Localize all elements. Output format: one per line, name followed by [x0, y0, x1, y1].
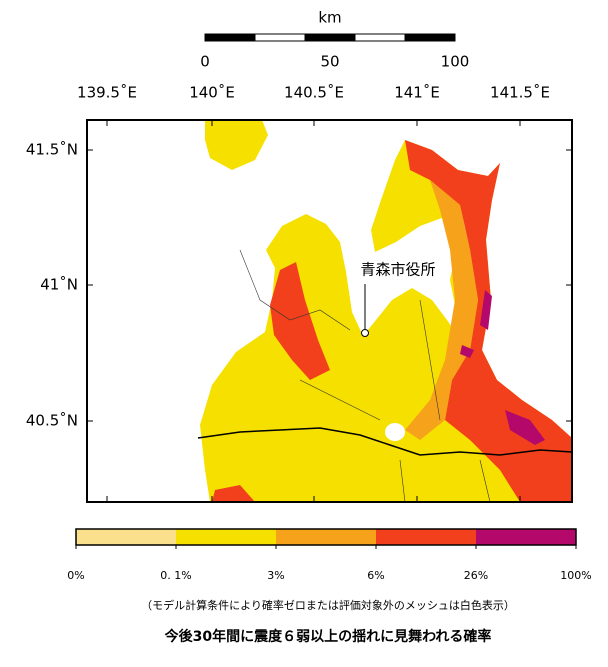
map-area [86, 119, 573, 503]
longitude-label: 139.5˚E [77, 84, 137, 102]
title: 今後30年間に震度６弱以上の揺れに見舞われる確率 [164, 628, 492, 645]
latitude-label: 40.5˚N [26, 412, 78, 430]
note: （モデル計算条件により確率ゼロまたは評価対象外のメッシュは白色表示） [141, 598, 515, 612]
latitude-label: 41.5˚N [26, 141, 78, 159]
legend-label: 100% [560, 569, 591, 582]
legend-swatch [476, 529, 576, 545]
longitude-label: 140.5˚E [284, 84, 344, 102]
place-label: 青森市役所 [360, 261, 435, 279]
scale-bar [204, 33, 456, 42]
latitude-label: 41˚N [40, 276, 78, 294]
legend-label: 6% [367, 569, 384, 582]
legend-label: 3% [267, 569, 284, 582]
legend-label: 0. 1% [160, 569, 191, 582]
legend: 0% 0. 1% 3% 6% 26% 100% [67, 528, 592, 582]
legend-label: 26% [464, 569, 488, 582]
legend-swatch [76, 529, 176, 545]
longitude-label: 141˚E [394, 84, 440, 102]
legend-swatch [276, 529, 376, 545]
scale-tick: 0 [200, 53, 210, 71]
longitude-label: 141.5˚E [490, 84, 550, 102]
legend-label: 0% [67, 569, 84, 582]
place-marker [361, 329, 369, 337]
scale-unit: km [318, 9, 341, 27]
scale-tick: 100 [441, 53, 470, 71]
scale-tick: 50 [320, 53, 339, 71]
longitude-label: 140˚E [189, 84, 235, 102]
legend-swatch [176, 529, 276, 545]
legend-swatch [376, 529, 476, 545]
legend-frame [75, 528, 577, 546]
